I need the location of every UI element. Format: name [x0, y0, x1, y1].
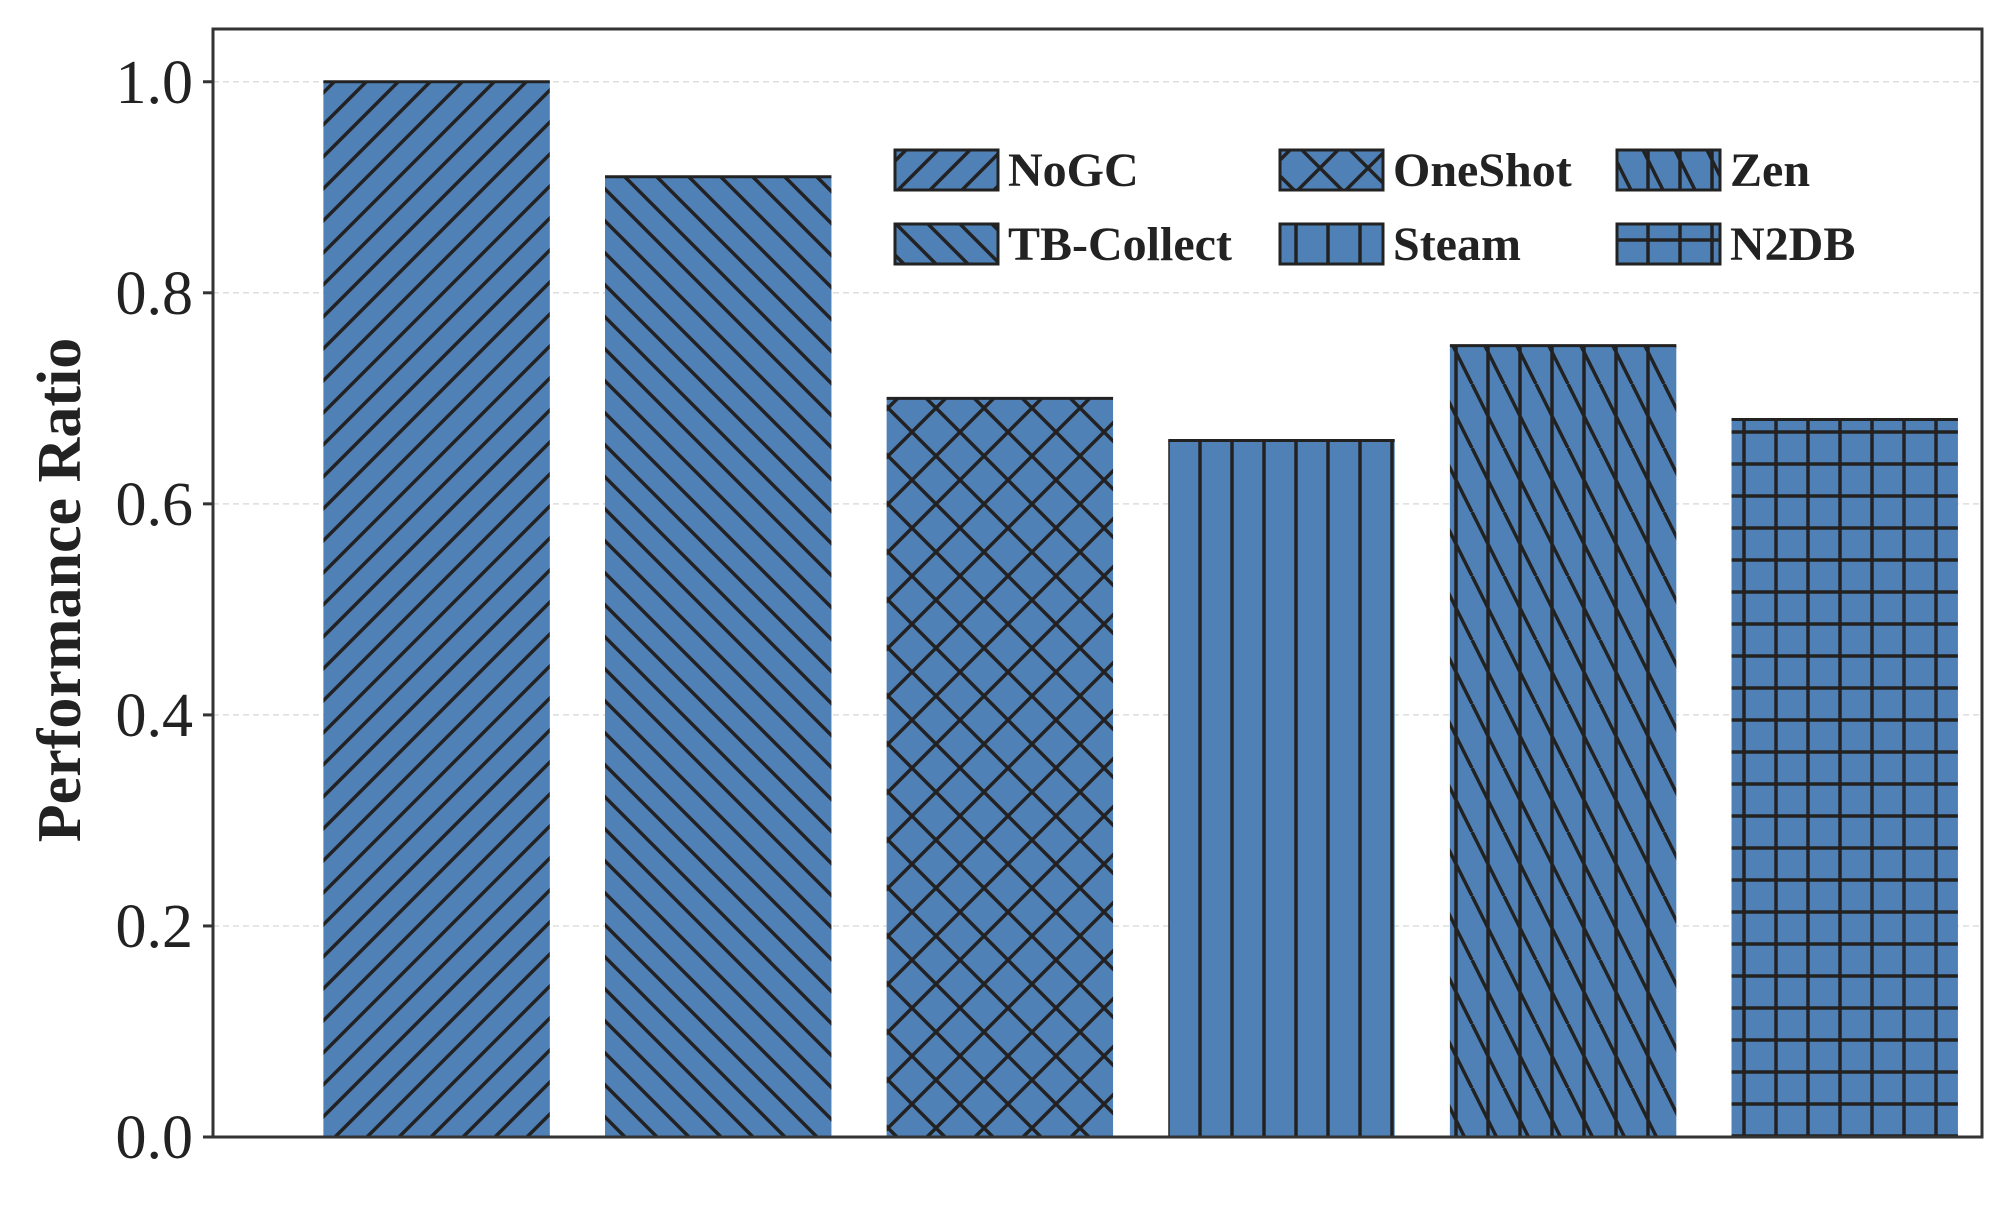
legend-label: NoGC: [1008, 144, 1139, 197]
legend-swatch: [893, 148, 1000, 192]
axes: [211, 27, 1984, 1139]
legend: NoGC OneShot Zen TB-Collect Steam N2DB: [893, 144, 1855, 271]
legend-swatch: [1278, 148, 1385, 192]
bar-n2db: [1731, 419, 1958, 1137]
legend-label: Zen: [1730, 144, 1810, 197]
y-ticks: 0.0 0.2 0.4 0.6 0.8 1.0: [116, 49, 213, 1172]
legend-item-n2db: N2DB: [1615, 218, 1855, 271]
legend-item-tb-collect: TB-Collect: [893, 218, 1232, 271]
y-tick-label: 0.2: [116, 893, 194, 961]
legend-label: TB-Collect: [1008, 218, 1232, 271]
bar-oneshot: [886, 398, 1114, 1137]
legend-label: OneShot: [1393, 144, 1572, 197]
bar-nogc: [323, 81, 550, 1137]
legend-item-nogc: NoGC: [893, 144, 1139, 197]
bar-steam: [1168, 440, 1395, 1137]
bar-tb-collect: [605, 176, 832, 1137]
bar-zen: [1449, 345, 1677, 1138]
y-tick-label: 0.8: [116, 260, 194, 328]
y-tick-label: 0.4: [116, 682, 194, 750]
plot-frame: [211, 27, 1984, 1139]
y-tick-label: 1.0: [116, 49, 194, 117]
legend-swatch: [893, 222, 1000, 266]
legend-label: Steam: [1393, 218, 1521, 271]
bars: [323, 80, 1958, 1138]
legend-swatch: [1278, 222, 1385, 266]
legend-item-oneshot: OneShot: [1278, 144, 1572, 197]
legend-item-steam: Steam: [1278, 218, 1521, 271]
y-tick-label: 0.6: [116, 471, 194, 539]
y-tick-label: 0.0: [116, 1104, 194, 1172]
legend-swatch: [1615, 148, 1722, 192]
legend-item-zen: Zen: [1615, 144, 1810, 197]
legend-label: N2DB: [1730, 218, 1855, 271]
legend-swatch: [1615, 222, 1722, 266]
y-axis-title: Performance Ratio: [26, 338, 94, 842]
